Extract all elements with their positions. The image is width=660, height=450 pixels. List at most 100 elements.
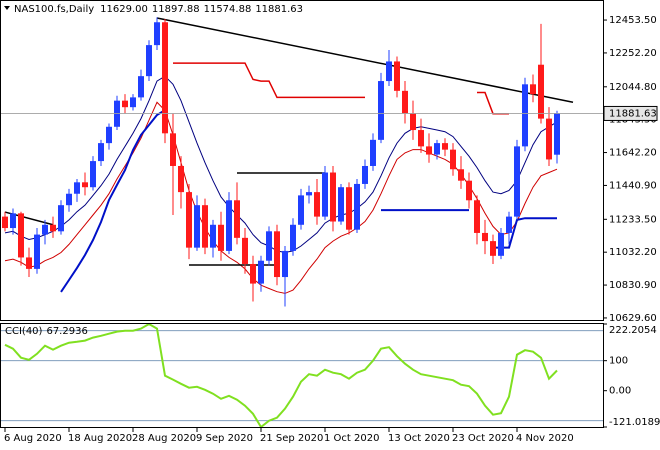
candle-body [290,224,296,251]
candle-body [266,231,272,261]
candle-body [386,61,392,82]
candle-body [458,169,464,181]
candle-body [202,205,208,248]
y-tick-label: 11642.20 [609,148,657,159]
candle-body [218,224,224,251]
indicator-tick-label: 100 [609,356,628,367]
candle-body [82,182,88,188]
y-tick-label: 12252.20 [609,48,657,59]
indicator-title: CCI(40) [5,326,43,337]
candle-body [66,193,72,206]
price-box [603,105,658,121]
close-label: 11881.63 [255,4,303,15]
candle-body [530,84,536,95]
chart-title: NAS100.fs,Daily [14,4,94,15]
candle-body [514,146,520,217]
candle-body [314,192,320,217]
candle-body [282,250,288,278]
candle-body [42,224,48,235]
candle-body [338,187,344,222]
candle-body [490,241,496,256]
candle-body [154,22,160,46]
candle-body [234,200,240,238]
candle-body [74,182,80,194]
candle-body [306,192,312,196]
chart-header: NAS100.fs,Daily 11629.00 11897.88 11574.88 1… [14,4,303,15]
indicator-frame [0,323,604,428]
x-tick-label: 6 Aug 2020 [4,433,62,444]
indicator-tick-label: -121.0189 [609,417,660,428]
x-tick-label: 18 Aug 2020 [68,433,132,444]
candle-body [394,61,400,91]
x-tick-label: 9 Sep 2020 [196,433,253,444]
candle-body [506,216,512,233]
candle-body [378,81,384,140]
candle-body [90,161,96,188]
candle-body [298,195,304,225]
indicator-header: CCI(40) 67.2936 [5,326,88,337]
candle-body [194,205,200,248]
candle-body [554,113,560,155]
indicator-tick-label: 0.00 [609,386,631,397]
overlay-line [4,101,558,294]
candle-body [442,143,448,150]
candle-body [258,260,264,284]
x-tick-label: 4 Nov 2020 [516,433,574,444]
candle-body [426,146,432,155]
y-tick-label: 11233.50 [609,214,657,225]
candle-body [474,200,480,233]
y-tick-label: 12044.80 [609,82,657,93]
candle-body [538,64,544,119]
candle-body [170,133,176,166]
indicator-tick-label: 222.2054 [609,325,657,336]
plot-marks [0,17,603,429]
indicator-last-value: 67.2936 [46,326,87,337]
open-label: 11629.00 [100,4,148,15]
y-tick-label: 12453.50 [609,15,657,26]
candle-body [146,45,152,77]
trend-line [156,17,574,104]
indicator-line [4,322,558,429]
candle-body [330,172,336,222]
candle-body [162,22,168,134]
candle-body [370,139,376,166]
candle-body [450,149,456,170]
candle-body [466,180,472,201]
candle-body [122,100,128,108]
candle-body [418,130,424,147]
candle-body [210,224,216,248]
candle-body [362,165,368,184]
y-tick-label: 10629.60 [609,313,657,324]
candle-body [346,187,352,230]
candle-body [242,237,248,264]
candle-body [98,143,104,162]
overlay-line [4,75,558,254]
candle-body [522,84,528,147]
candle-body [434,143,440,155]
candle-body [402,90,408,114]
menu-triangle[interactable] [4,6,10,10]
candle-body [178,165,184,193]
price-box-label: 11881.63 [609,108,657,119]
y-tick-label: 11440.90 [609,180,657,191]
candle-body [106,126,112,144]
y-tick-label: 11032.20 [609,247,657,258]
candle-body [546,118,552,160]
candle-body [130,97,136,108]
main-frame [0,0,604,321]
candle-body [186,192,192,248]
candle-body [354,183,360,230]
x-tick-label: 28 Aug 2020 [132,433,196,444]
x-tick-label: 21 Sep 2020 [260,433,323,444]
x-tick-label: 13 Oct 2020 [388,433,450,444]
candle-body [226,200,232,251]
y-tick-label: 10830.90 [609,280,657,291]
candle-body [2,216,8,229]
candle-body [482,232,488,242]
x-tick-label: 23 Oct 2020 [452,433,514,444]
candle-body [322,172,328,217]
x-tick-label: 1 Oct 2020 [324,433,379,444]
candle-body [50,224,56,232]
candle-body [58,205,64,232]
